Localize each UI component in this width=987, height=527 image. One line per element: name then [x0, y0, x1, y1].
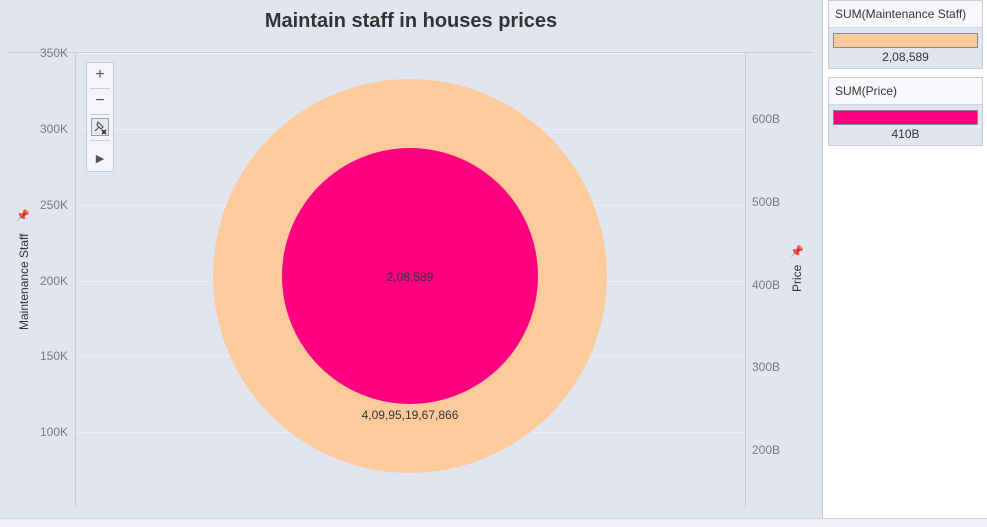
legend-title: SUM(Price): [829, 78, 982, 105]
play-button[interactable]: ▶: [95, 152, 105, 165]
y-right-axis-title: Price: [790, 264, 804, 292]
unpin-icon: [91, 118, 109, 136]
legend-maintenance-staff[interactable]: SUM(Maintenance Staff) 2,08,589: [828, 0, 983, 69]
bubble-plot[interactable]: 2,08,589 4,09,95,19,67,866: [0, 0, 822, 518]
y-left-tick-label: 250K: [39, 197, 68, 212]
pin-icon[interactable]: 📌: [790, 246, 804, 258]
legend-value: 2,08,589: [882, 50, 929, 64]
y-right-tick-label: 600B: [752, 112, 781, 127]
toolbar-divider: [90, 88, 110, 89]
title-divider: [8, 52, 813, 53]
y-right-tick-label: 500B: [752, 194, 781, 209]
zoom-out-button[interactable]: −: [95, 92, 105, 109]
y-right-tick-label: 200B: [752, 443, 781, 458]
y-left-tick-label: 150K: [39, 349, 68, 364]
right-axis-line: [745, 53, 746, 508]
legend-swatch: [833, 33, 978, 48]
y-right-tick-label: 400B: [752, 277, 781, 292]
legend-swatch: [833, 110, 978, 125]
unpin-reset-button[interactable]: [87, 115, 113, 139]
chart-pane: Maintain staff in houses prices 350K 300K…: [0, 0, 823, 518]
y-left-tick-label: 350K: [39, 46, 68, 60]
zoom-toolbar: + − ▶: [86, 62, 114, 172]
zoom-in-button[interactable]: +: [95, 66, 105, 83]
y-left-tick-label: 300K: [39, 121, 68, 136]
pin-icon[interactable]: 📌: [16, 210, 30, 222]
bubble-label-price: 4,09,95,19,67,866: [362, 408, 459, 422]
chart-title: Maintain staff in houses prices: [264, 10, 558, 32]
legend-value: 410B: [891, 127, 920, 141]
gridline: [76, 53, 745, 54]
legend-price[interactable]: SUM(Price) 410B: [828, 77, 983, 146]
y-left-tick-label: 100K: [39, 425, 68, 440]
y-right-tick-label: 300B: [752, 360, 781, 375]
left-axis-line: [75, 53, 76, 508]
toolbar-divider: [90, 114, 110, 115]
y-left-tick-label: 200K: [39, 273, 68, 288]
bubble-label-maintenance-staff: 2,08,589: [387, 270, 434, 284]
y-left-axis-title: Maintenance Staff: [17, 233, 31, 330]
toolbar-divider: [90, 140, 110, 141]
legend-title: SUM(Maintenance Staff): [829, 1, 982, 28]
bottom-scroll-strip: [0, 518, 987, 527]
bubble-price[interactable]: [282, 148, 538, 404]
